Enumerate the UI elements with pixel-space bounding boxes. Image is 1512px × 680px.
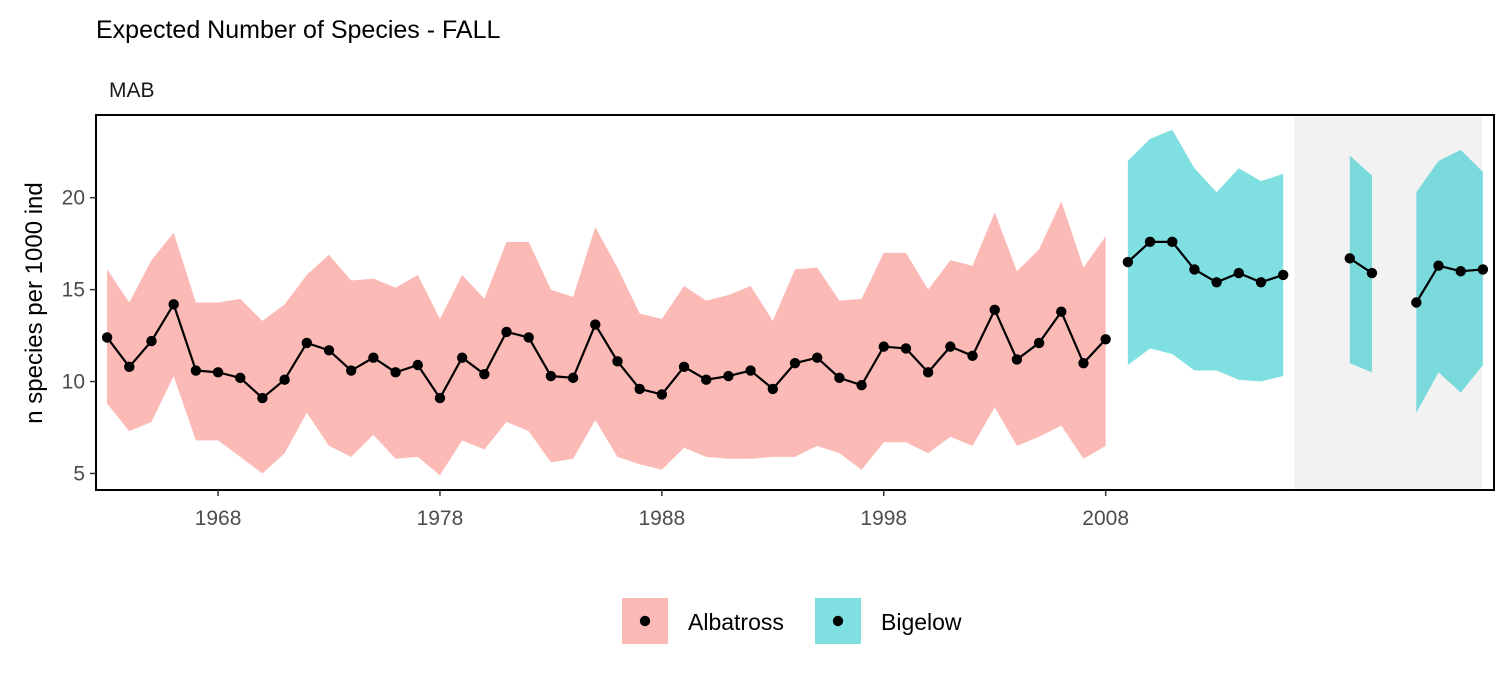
albatross-point [1056, 306, 1067, 317]
albatross-point [434, 392, 446, 404]
panel-subtitle: MAB [109, 79, 155, 102]
albatross-point [545, 370, 557, 382]
legend-item-bigelow: Bigelow [815, 598, 962, 644]
albatross-point [945, 341, 956, 352]
albatross-point [656, 389, 668, 400]
albatross-point [1033, 337, 1045, 349]
albatross-point [190, 365, 202, 376]
bigelow-point [1477, 264, 1489, 275]
albatross-point [257, 392, 268, 404]
albatross-point [590, 319, 601, 330]
albatross-point [701, 374, 712, 385]
y-tick-label: 20 [62, 187, 85, 210]
x-tick-label: 1988 [638, 507, 685, 530]
albatross-point [301, 337, 313, 349]
albatross-band-1 [107, 201, 1106, 476]
albatross-point [634, 383, 645, 395]
albatross-point [212, 367, 224, 378]
albatross-point [235, 372, 246, 384]
albatross-point [323, 345, 335, 356]
albatross-point [168, 299, 179, 310]
albatross-point [811, 352, 823, 363]
albatross-point [723, 370, 734, 382]
albatross-point [523, 332, 534, 343]
y-tick-label: 15 [62, 279, 85, 302]
x-tick-label: 2008 [1082, 507, 1129, 530]
bigelow-point [1211, 277, 1222, 288]
albatross-line-1 [106, 301, 1107, 401]
albatross-point [101, 332, 113, 343]
albatross-point [767, 383, 779, 395]
bigelow-point [1233, 267, 1245, 279]
bigelow-point [1433, 260, 1444, 271]
albatross-point [856, 380, 867, 391]
bigelow-point [1167, 236, 1178, 248]
bigelow-point [1411, 297, 1422, 308]
albatross-point [922, 367, 934, 378]
albatross-point [501, 326, 512, 338]
albatross-point [1011, 354, 1023, 365]
y-axis-title: n species per 1000 ind [21, 182, 48, 424]
x-tick-label: 1968 [195, 507, 242, 530]
legend-item-albatross: Albatross [622, 598, 784, 644]
legend-label-bigelow: Bigelow [881, 609, 962, 635]
albatross-point [479, 368, 490, 380]
albatross-point [745, 365, 756, 376]
legend-point-albatross [639, 615, 651, 627]
bigelow-point [1344, 253, 1355, 264]
x-tick-label: 1998 [860, 507, 907, 530]
legend-point-bigelow [832, 615, 844, 627]
albatross-point [989, 304, 1000, 316]
albatross-point [834, 372, 845, 384]
plot-panel-border [95, 114, 1495, 491]
albatross-point [368, 352, 379, 363]
albatross-point [390, 367, 401, 378]
albatross-point [1078, 357, 1089, 369]
albatross-point [412, 359, 423, 371]
albatross-point [1100, 334, 1111, 345]
bigelow-point [1144, 236, 1156, 248]
bigelow-band-3 [1416, 149, 1483, 413]
chart-title: Expected Number of Species - FALL [96, 16, 500, 44]
bigelow-point [1255, 277, 1267, 288]
albatross-point [279, 374, 290, 385]
albatross-point [878, 341, 889, 352]
x-tick-label: 1978 [417, 507, 464, 530]
albatross-point [567, 372, 579, 384]
y-tick-label: 5 [73, 462, 85, 485]
albatross-point [789, 357, 801, 369]
bigelow-line-3 [1415, 264, 1483, 304]
albatross-point [900, 343, 912, 354]
albatross-point [612, 356, 623, 367]
y-tick-label: 10 [62, 371, 85, 394]
albatross-point [124, 361, 135, 373]
bigelow-point [1366, 267, 1378, 279]
albatross-point [456, 352, 468, 363]
albatross-point [678, 361, 690, 373]
legend-label-albatross: Albatross [688, 609, 784, 635]
bigelow-point [1122, 256, 1134, 268]
albatross-point [345, 365, 357, 376]
albatross-point [967, 350, 978, 362]
bigelow-point [1189, 264, 1200, 275]
bigelow-point [1277, 269, 1289, 281]
bigelow-point [1455, 266, 1466, 277]
bigelow-band-1 [1127, 129, 1284, 382]
albatross-point [146, 335, 157, 347]
bigelow-band-2 [1349, 155, 1372, 373]
